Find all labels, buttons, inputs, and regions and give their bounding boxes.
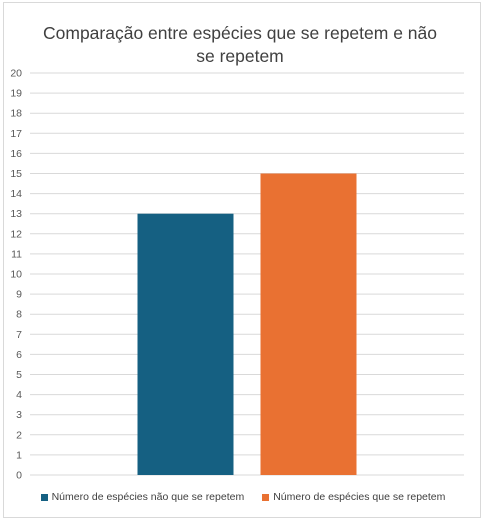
legend-label: Número de espécies não que se repetem	[51, 491, 245, 503]
legend-swatch	[262, 493, 270, 501]
y-tick-label: 20	[10, 68, 22, 80]
y-tick-label: 10	[10, 269, 22, 281]
y-tick-label: 0	[16, 470, 22, 482]
legend-item: Número de espécies não que se repetem	[40, 491, 245, 503]
bar-nao-repetem	[137, 213, 234, 475]
chart-frame	[3, 2, 481, 518]
y-tick-label: 4	[16, 389, 22, 401]
y-tick-label: 5	[16, 369, 22, 381]
legend-item: Número de espécies que se repetem	[262, 491, 445, 503]
y-tick-label: 13	[10, 208, 22, 220]
bars	[137, 173, 357, 475]
chart-title: Comparação entre espécies que se repetem…	[43, 23, 437, 66]
y-tick-label: 16	[10, 148, 22, 160]
legend-swatch	[40, 493, 48, 501]
y-tick-label: 15	[10, 168, 22, 180]
y-tick-label: 17	[10, 128, 22, 140]
y-tick-label: 7	[16, 329, 22, 341]
y-tick-label: 1	[16, 449, 22, 461]
y-tick-label: 18	[10, 108, 22, 120]
y-tick-label: 19	[10, 88, 22, 100]
gridlines	[30, 72, 464, 476]
y-tick-label: 12	[10, 228, 22, 240]
y-tick-label: 8	[16, 309, 22, 321]
y-tick-label: 11	[11, 248, 22, 260]
bar-repetem	[260, 173, 357, 475]
y-tick-label: 3	[16, 409, 22, 421]
chart-legend: Número de espécies não que se repetem Núm…	[0, 491, 486, 503]
y-tick-label: 2	[16, 429, 22, 441]
y-tick-label: 9	[16, 289, 22, 301]
y-tick-label: 6	[16, 349, 22, 361]
y-tick-label: 14	[10, 188, 22, 200]
legend-label: Número de espécies que se repetem	[273, 491, 446, 503]
